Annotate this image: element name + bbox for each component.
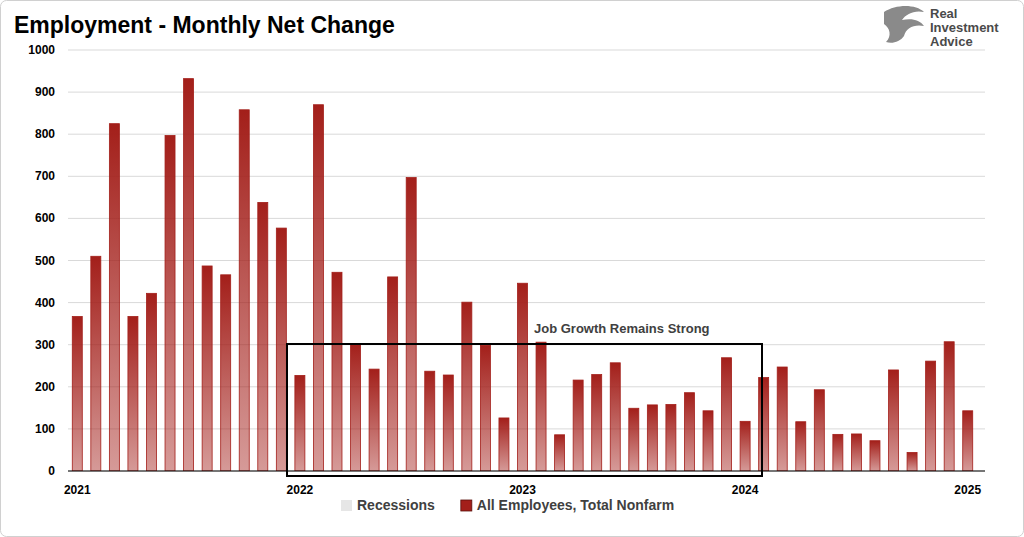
bar [221,275,231,471]
bar [833,434,843,471]
bar [926,361,936,471]
legend-label: Recessions [357,497,435,513]
legend-label: All Employees, Total Nonfarm [477,497,674,513]
x-tick-label: 2023 [509,483,536,497]
chart: Employment - Monthly Net Change RealInves… [0,0,1024,537]
bar [462,302,472,471]
bar [573,380,583,471]
bar [629,408,639,471]
grid-line [68,260,985,261]
bar [480,345,490,471]
bar [425,371,435,471]
annotation-box [287,344,762,476]
bar [870,441,880,471]
grid-line [68,218,985,219]
y-tick-label: 700 [35,169,55,183]
logo-word: Investment [930,20,999,35]
bar [332,272,342,471]
bar [759,378,769,471]
bar [963,411,973,471]
bar [72,316,82,471]
bar [165,135,175,471]
x-tick-label: 2025 [954,483,981,497]
y-tick-label: 100 [35,422,55,436]
y-tick-label: 200 [35,380,55,394]
bar [796,422,806,471]
plot-area [72,79,972,471]
bar [109,124,119,471]
bar [295,375,305,471]
bar [91,256,101,471]
bar [369,369,379,471]
bar [684,393,694,471]
logo-text: RealInvestmentAdvice [930,6,999,49]
x-tick-label: 2022 [287,483,314,497]
logo-word: Advice [930,34,973,49]
y-tick-label: 900 [35,85,55,99]
annotation: Job Growth Remains Strong [287,321,762,476]
bar [313,105,323,471]
y-tick-label: 600 [35,211,55,225]
bar [610,363,620,471]
bar [499,418,509,471]
x-tick-label: 2024 [732,483,759,497]
bar [146,293,156,471]
annotation-text: Job Growth Remains Strong [534,321,710,336]
bar [406,178,416,471]
bar [851,434,861,471]
bar [128,316,138,471]
bar [889,370,899,471]
y-tick-label: 400 [35,296,55,310]
legend: Recessions All Employees, Total Nonfarm [341,497,674,513]
bar [555,435,565,471]
legend-swatch [461,500,472,511]
bar [777,367,787,471]
bar [443,375,453,471]
y-tick-label: 1000 [28,43,55,57]
bar [258,202,268,471]
y-tick-label: 500 [35,254,55,268]
bar [351,344,361,471]
bar [536,342,546,471]
bar [239,110,249,471]
bar [518,283,528,471]
x-axis [68,471,985,472]
y-tick-label: 0 [48,464,55,478]
frame [1,1,1024,537]
bar [814,390,824,471]
bar [740,421,750,471]
bar [722,358,732,471]
bar [592,375,602,471]
grid-line [68,92,985,93]
y-tick-label: 800 [35,127,55,141]
logo-word: Real [930,6,957,21]
logo: RealInvestmentAdvice [884,6,999,49]
bar [703,411,713,471]
bar [666,404,676,471]
grid [68,50,985,471]
grid-line [68,50,985,51]
grid-line [68,471,985,472]
bar [184,79,194,471]
bar [276,228,286,471]
grid-line [68,176,985,177]
title: Employment - Monthly Net Change [14,12,395,38]
x-tick-label: 2021 [64,483,91,497]
bar [202,266,212,471]
grid-line [68,134,985,135]
legend-swatch [341,500,352,511]
bar [388,277,398,471]
bar [647,405,657,471]
bar [944,342,954,471]
bar [907,452,917,471]
y-tick-label: 300 [35,338,55,352]
logo-icon [884,6,924,43]
